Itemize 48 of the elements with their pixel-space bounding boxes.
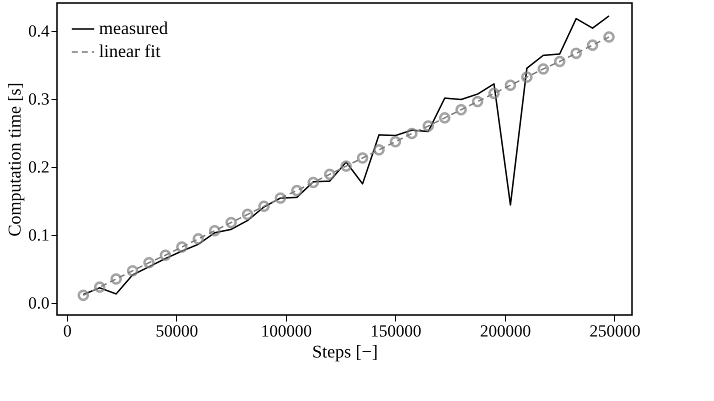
point bbox=[208, 225, 220, 236]
y-tick-label: 0.2 bbox=[28, 157, 50, 176]
point bbox=[554, 56, 566, 68]
legend-label: measured bbox=[99, 18, 168, 38]
point bbox=[521, 71, 533, 83]
point bbox=[603, 31, 615, 43]
point bbox=[143, 256, 155, 268]
point bbox=[504, 80, 516, 91]
point bbox=[176, 241, 188, 253]
x-tick-label: 250000 bbox=[589, 322, 640, 340]
point bbox=[258, 200, 270, 212]
point bbox=[422, 120, 434, 132]
x-tick-label: 100000 bbox=[260, 322, 312, 340]
point bbox=[488, 88, 500, 100]
point bbox=[390, 136, 402, 148]
point bbox=[78, 290, 90, 301]
point bbox=[192, 233, 204, 245]
point bbox=[126, 265, 138, 277]
y-tick-label: 0.1 bbox=[28, 225, 50, 244]
point bbox=[438, 112, 450, 124]
x-tick-label: 150000 bbox=[370, 322, 422, 340]
point bbox=[406, 128, 418, 140]
point bbox=[242, 208, 254, 220]
point bbox=[291, 184, 303, 196]
point bbox=[356, 152, 368, 164]
x-tick-label: 0 bbox=[63, 322, 72, 340]
y-tick-label: 0.3 bbox=[28, 89, 50, 108]
point bbox=[308, 176, 320, 188]
legend-label: linear fit bbox=[99, 41, 160, 61]
point bbox=[274, 192, 286, 204]
point bbox=[570, 48, 582, 60]
y-tick-label: 0.0 bbox=[28, 293, 50, 312]
y-tick-label: 0.4 bbox=[28, 21, 50, 40]
point bbox=[225, 216, 237, 228]
point bbox=[340, 160, 352, 172]
point bbox=[160, 249, 172, 261]
point bbox=[538, 63, 550, 75]
point bbox=[472, 96, 484, 108]
x-tick-label: 200000 bbox=[480, 322, 531, 340]
x-tick-label: 50000 bbox=[156, 322, 198, 340]
x-axis-title: Steps [−] bbox=[312, 342, 378, 362]
point bbox=[94, 281, 106, 293]
point bbox=[324, 168, 336, 180]
point bbox=[586, 39, 598, 51]
y-axis-title: Computation time [s] bbox=[4, 82, 24, 236]
point bbox=[110, 273, 122, 285]
point bbox=[373, 144, 385, 156]
point bbox=[455, 104, 467, 116]
